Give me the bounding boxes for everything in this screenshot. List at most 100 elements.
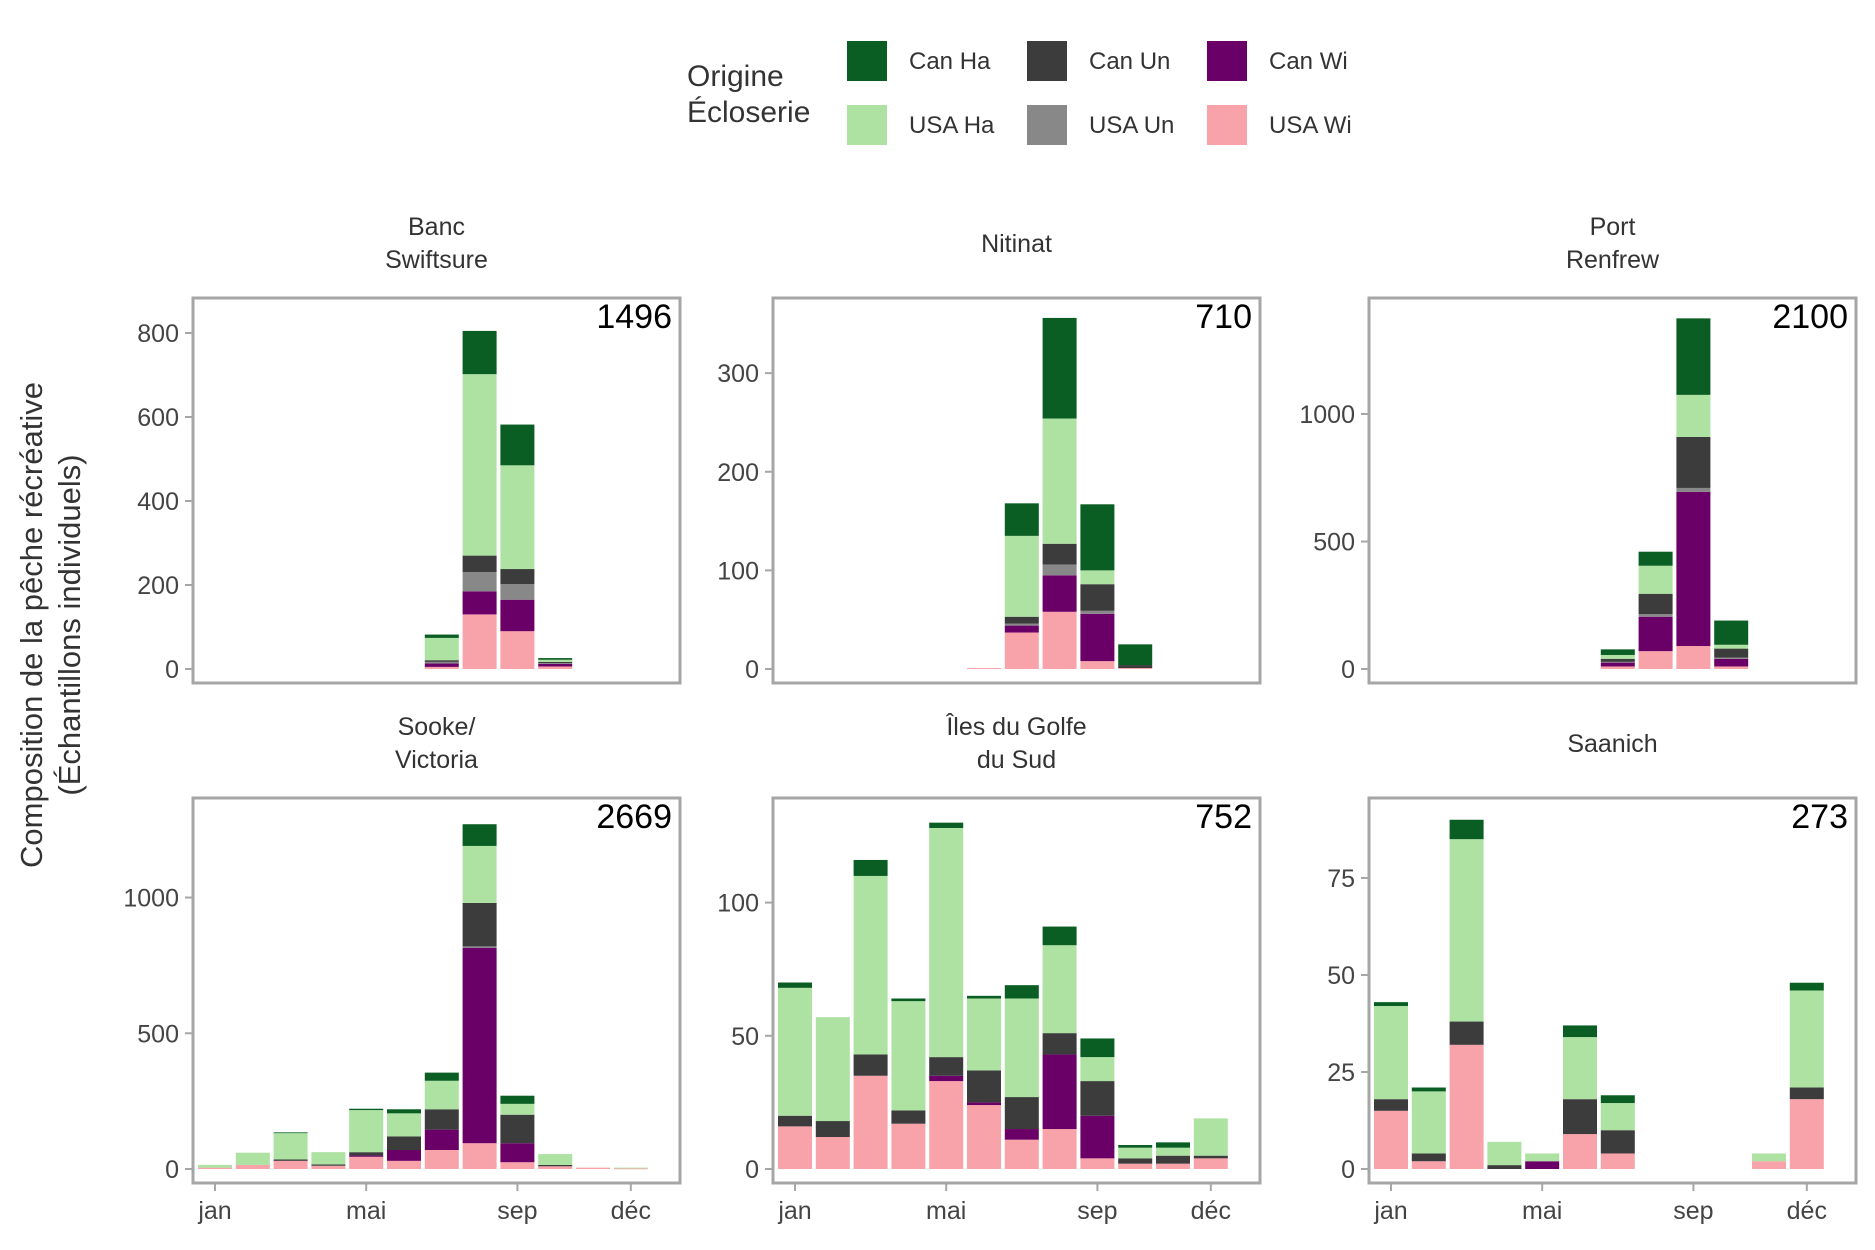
bar-segment-can-un [1118,1158,1153,1164]
bar-segment-can-un [387,1136,421,1150]
legend-title-line2: Écloserie [687,96,810,129]
bar-segment-can-ha [1714,620,1749,645]
bar-segment-can-un [1449,1021,1484,1045]
y-tick-label: 800 [137,320,179,348]
bar-segment-can-ha [1600,1095,1635,1104]
bar-segment-can-un [1600,1130,1635,1154]
bar-segment-usa-ha [1449,839,1484,1022]
bar-segment-can-un [500,1114,535,1144]
panel-border [191,296,682,685]
legend-swatch-usa-un [1027,105,1067,145]
bar-segment-can-ha [967,995,1001,999]
panel-border [771,296,1262,685]
bar-segment-can-wi [1714,658,1749,667]
bar-segment-can-wi [1525,1161,1560,1169]
bar-segment-usa-wi [929,1081,964,1169]
bar-segment-usa-ha [929,827,964,1058]
bar-segment-can-un [462,902,497,947]
bar-segment-usa-wi [462,614,497,669]
y-tick-label: 400 [137,488,179,516]
panel-title: Nitinat [981,230,1052,258]
bar-segment-can-ha [1004,985,1039,999]
bar-segment-usa-ha [1193,1118,1228,1156]
bar-segment-usa-wi [538,666,573,669]
bar-segment-usa-wi [1638,651,1673,669]
bar-segment-can-ha [462,330,497,375]
bar-segment-can-wi [1042,1054,1077,1130]
bar-segment-usa-wi [1118,668,1153,669]
bar-segment-can-wi [387,1149,421,1161]
bar-segment-can-ha [891,998,926,1002]
y-tick-label: 100 [717,890,759,918]
panel-title-line2: Swiftsure [385,246,488,274]
bar-segment-usa-ha [538,659,573,662]
bar-segment-can-un [815,1121,850,1138]
bar-segment-can-wi [967,1102,1001,1106]
bar-segment-usa-wi [235,1164,270,1169]
bar-segment-usa-ha [500,465,535,570]
bar-segment-usa-wi [538,1166,573,1169]
bar-segment-can-wi [1080,613,1115,662]
legend-label-can-wi: Can Wi [1269,48,1348,75]
bar-segment-usa-ha [1004,998,1039,1098]
bar-segment-usa-wi [1080,1158,1115,1169]
bar-segment-usa-wi [1449,1044,1484,1169]
bar-segment-usa-ha [1676,394,1711,437]
bar-segment-can-ha [273,1132,308,1134]
legend-swatch-can-wi [1207,41,1247,81]
bar-segment-usa-un [424,661,459,664]
bar-segment-can-ha [1118,644,1153,666]
legend-label-usa-wi: USA Wi [1269,112,1352,139]
bar-segment-usa-ha [1525,1153,1560,1162]
legend-swatch-usa-wi [1207,105,1247,145]
bar-segment-can-un [1411,1153,1446,1162]
bar-segment-usa-ha [349,1110,384,1153]
panel-title-line1: Sooke/ [398,713,476,741]
x-tick-label: déc [1787,1197,1827,1225]
bar-segment-can-un [273,1159,308,1161]
bar-segment-can-un [500,569,535,585]
panel-3: Port Renfrew 2100 0 500 1000 [1299,213,1858,685]
bar-segment-usa-ha [1600,1103,1635,1131]
bar-segment-usa-wi [1789,1099,1824,1169]
bar-segment-can-ha [1449,819,1484,840]
bar-segment-can-ha [1600,649,1635,655]
bar-segment-usa-un [1600,661,1635,663]
bar-segment-usa-ha [778,987,812,1116]
bar-segment-usa-ha [235,1152,270,1165]
bar-segment-can-un [349,1152,384,1156]
bar-segment-can-ha [1563,1025,1597,1038]
bar-segment-can-wi [349,1155,384,1157]
legend-swatch-can-ha [847,41,887,81]
bar-segment-usa-wi [1042,611,1077,669]
bar-segment-usa-ha [424,637,459,661]
bar-segment-can-un [462,555,497,572]
bar-segment-usa-wi [500,631,535,669]
y-tick-label: 500 [137,1020,179,1048]
x-tick-label: déc [611,1197,651,1225]
bar-segment-usa-ha [1752,1153,1786,1162]
bar-segment-usa-wi [1156,1163,1190,1169]
bar-segment-can-ha [1080,504,1115,571]
bar-segment-can-un [1080,584,1115,611]
y-tick-label: 300 [717,360,759,388]
legend-label-can-ha: Can Ha [909,48,991,75]
x-tick-label: déc [1191,1197,1231,1225]
y-tick-label: 0 [1341,1156,1355,1184]
bar-segment-can-ha [1638,551,1673,566]
panel-total-label: 2100 [1772,298,1848,336]
bar-segment-usa-ha [462,845,497,903]
bar-segment-can-wi [1638,616,1673,652]
x-tick-label: jan [1373,1197,1407,1225]
bar-segment-can-un [1374,1099,1408,1111]
panel-title-line2: Victoria [395,746,478,774]
bar-segment-usa-ha [1563,1037,1597,1100]
panel-total-label: 710 [1195,298,1252,336]
x-tick-label: sep [1077,1197,1117,1225]
bar-segment-can-wi [424,663,459,667]
panel-title-line1: Îles du Golfe [945,712,1086,741]
x-tick-label: jan [777,1197,811,1225]
panel-title-line2: du Sud [977,746,1056,774]
y-tick-label: 50 [1327,962,1355,990]
